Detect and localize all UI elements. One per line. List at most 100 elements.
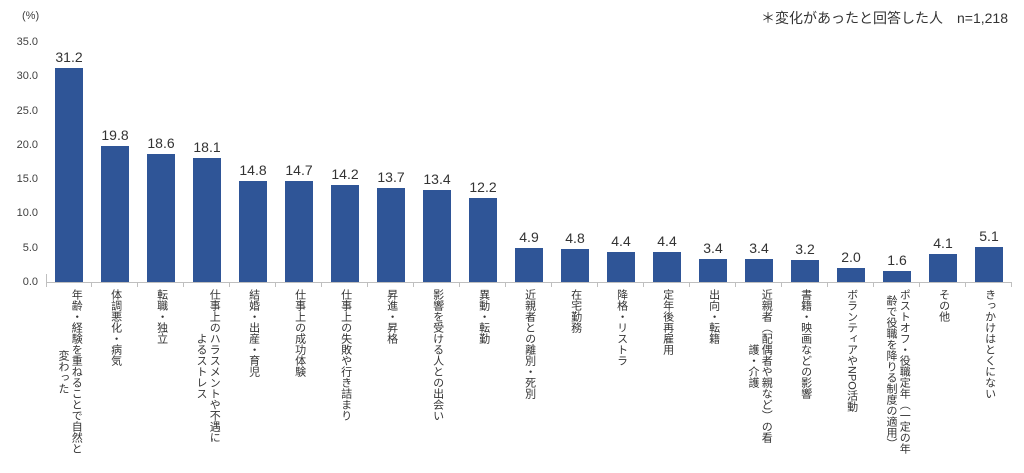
bar-value-label: 4.1 [933,235,953,251]
bar-column: 4.4 定年後再雇用 [644,42,690,472]
category-label: その他 [937,289,950,322]
bar [653,252,681,282]
category-label: 結婚・出産・育児 [247,289,260,377]
category-label: 降格・リストラ [615,289,628,366]
bar-value-label: 2.0 [841,249,861,265]
label-cell: 近親者との離別・死別 [506,282,552,472]
y-tick-label: 30.0 [16,70,38,83]
y-tick-label: 20.0 [16,138,38,151]
category-label: 影響を受ける人との出会い [431,289,444,421]
bar [423,190,451,282]
axis-tick [505,282,506,287]
bar [791,260,819,282]
axis-tick [137,282,138,287]
bar-value-label: 13.4 [423,171,451,187]
category-label: 昇進・昇格 [385,289,398,344]
bar-column: 1.6 ポストオフ・役職定年（一定の年 齢で役職を降りる制度の適用） [874,42,920,472]
bar-value-label: 3.4 [749,240,769,256]
category-label: 異動・転勤 [477,289,490,344]
bar-value-label: 5.1 [979,228,999,244]
bar-value-label: 4.4 [611,233,631,249]
category-label: ボランティアやNPO活動 [845,289,858,412]
bar [469,198,497,282]
label-cell: 在宅勤務 [552,282,598,472]
bar [883,271,911,282]
bar-value-label: 14.8 [239,162,267,178]
plot-cell: 3.2 [782,42,828,282]
bar [101,146,129,282]
bar [561,249,589,282]
category-label: きっかけはとくにない [983,289,996,399]
label-cell: 降格・リストラ [598,282,644,472]
bar-column: 4.1 その他 [920,42,966,472]
category-label: 転職・独立 [155,289,168,344]
bar-value-label: 1.6 [887,252,907,268]
category-label: 年齢・経験を重ねることで自然と 変わった [57,289,83,454]
bar-value-label: 18.6 [147,135,175,151]
plot-cell: 3.4 [736,42,782,282]
bar-column: 3.2 書籍・映画などの影響 [782,42,828,472]
axis-tick [735,282,736,287]
bar-value-label: 14.7 [285,162,313,178]
label-cell: きっかけはとくにない [966,282,1012,472]
bar-column: 13.4 影響を受ける人との出会い [414,42,460,472]
bar-column: 5.1 きっかけはとくにない [966,42,1012,472]
bar-value-label: 12.2 [469,179,497,195]
bar-column: 4.4 降格・リストラ [598,42,644,472]
bar-column: 14.2 仕事上の失敗や行き詰まり [322,42,368,472]
category-label: 近親者（配偶者や親など）の看 護・介護 [747,289,773,443]
label-cell: 仕事上のハラスメントや不遇に よるストレス [184,282,230,472]
bar [929,254,957,282]
category-label: 書籍・映画などの影響 [799,289,812,399]
plot-area: 31.2 年齢・経験を重ねることで自然と 変わった 19.8 体調悪化・病気 18.6 転… [46,42,1012,472]
label-cell: ボランティアやNPO活動 [828,282,874,472]
plot-cell: 3.4 [690,42,736,282]
plot-cell: 1.6 [874,42,920,282]
bar-column: 19.8 体調悪化・病気 [92,42,138,472]
bar-value-label: 3.2 [795,241,815,257]
axis-tick [321,282,322,287]
y-axis-unit-label: (%) [22,10,40,22]
y-axis-tick [46,274,47,283]
bar-column: 14.7 仕事上の成功体験 [276,42,322,472]
label-cell: 仕事上の失敗や行き詰まり [322,282,368,472]
label-cell: 影響を受ける人との出会い [414,282,460,472]
y-tick-label: 25.0 [16,104,38,117]
bar-value-label: 18.1 [193,139,221,155]
category-label: 仕事上の成功体験 [293,289,306,377]
axis-tick [367,282,368,287]
plot-cell: 4.4 [644,42,690,282]
plot-cell: 5.1 [966,42,1012,282]
category-label: 仕事上の失敗や行き詰まり [339,289,352,421]
axis-tick [91,282,92,287]
axis-tick [873,282,874,287]
axis-tick [965,282,966,287]
category-label: 定年後再雇用 [661,289,674,355]
bar-value-label: 13.7 [377,169,405,185]
bar [377,188,405,282]
bar-value-label: 4.4 [657,233,677,249]
axis-tick [781,282,782,287]
label-cell: 定年後再雇用 [644,282,690,472]
chart-note: ＊変化があったと回答した人 n=1,218 [761,10,1008,26]
plot-cell: 19.8 [92,42,138,282]
axis-tick [551,282,552,287]
bar-column: 13.7 昇進・昇格 [368,42,414,472]
plot-cell: 4.9 [506,42,552,282]
y-tick-label: 15.0 [16,173,38,186]
bar [147,154,175,282]
y-axis: 35.0 30.0 25.0 20.0 15.0 10.0 5.0 0.0 [0,36,46,288]
label-cell: 体調悪化・病気 [92,282,138,472]
axis-tick [413,282,414,287]
axis-tick [1011,282,1012,287]
bar-column: 31.2 年齢・経験を重ねることで自然と 変わった [46,42,92,472]
bar-column: 14.8 結婚・出産・育児 [230,42,276,472]
bar [193,158,221,282]
plot-cell: 18.6 [138,42,184,282]
bar-value-label: 3.4 [703,240,723,256]
bar-value-label: 14.2 [331,166,359,182]
bar-column: 18.1 仕事上のハラスメントや不遇に よるストレス [184,42,230,472]
category-label: ポストオフ・役職定年（一定の年 齢で役職を降りる制度の適用） [885,289,911,454]
plot-cell: 13.4 [414,42,460,282]
